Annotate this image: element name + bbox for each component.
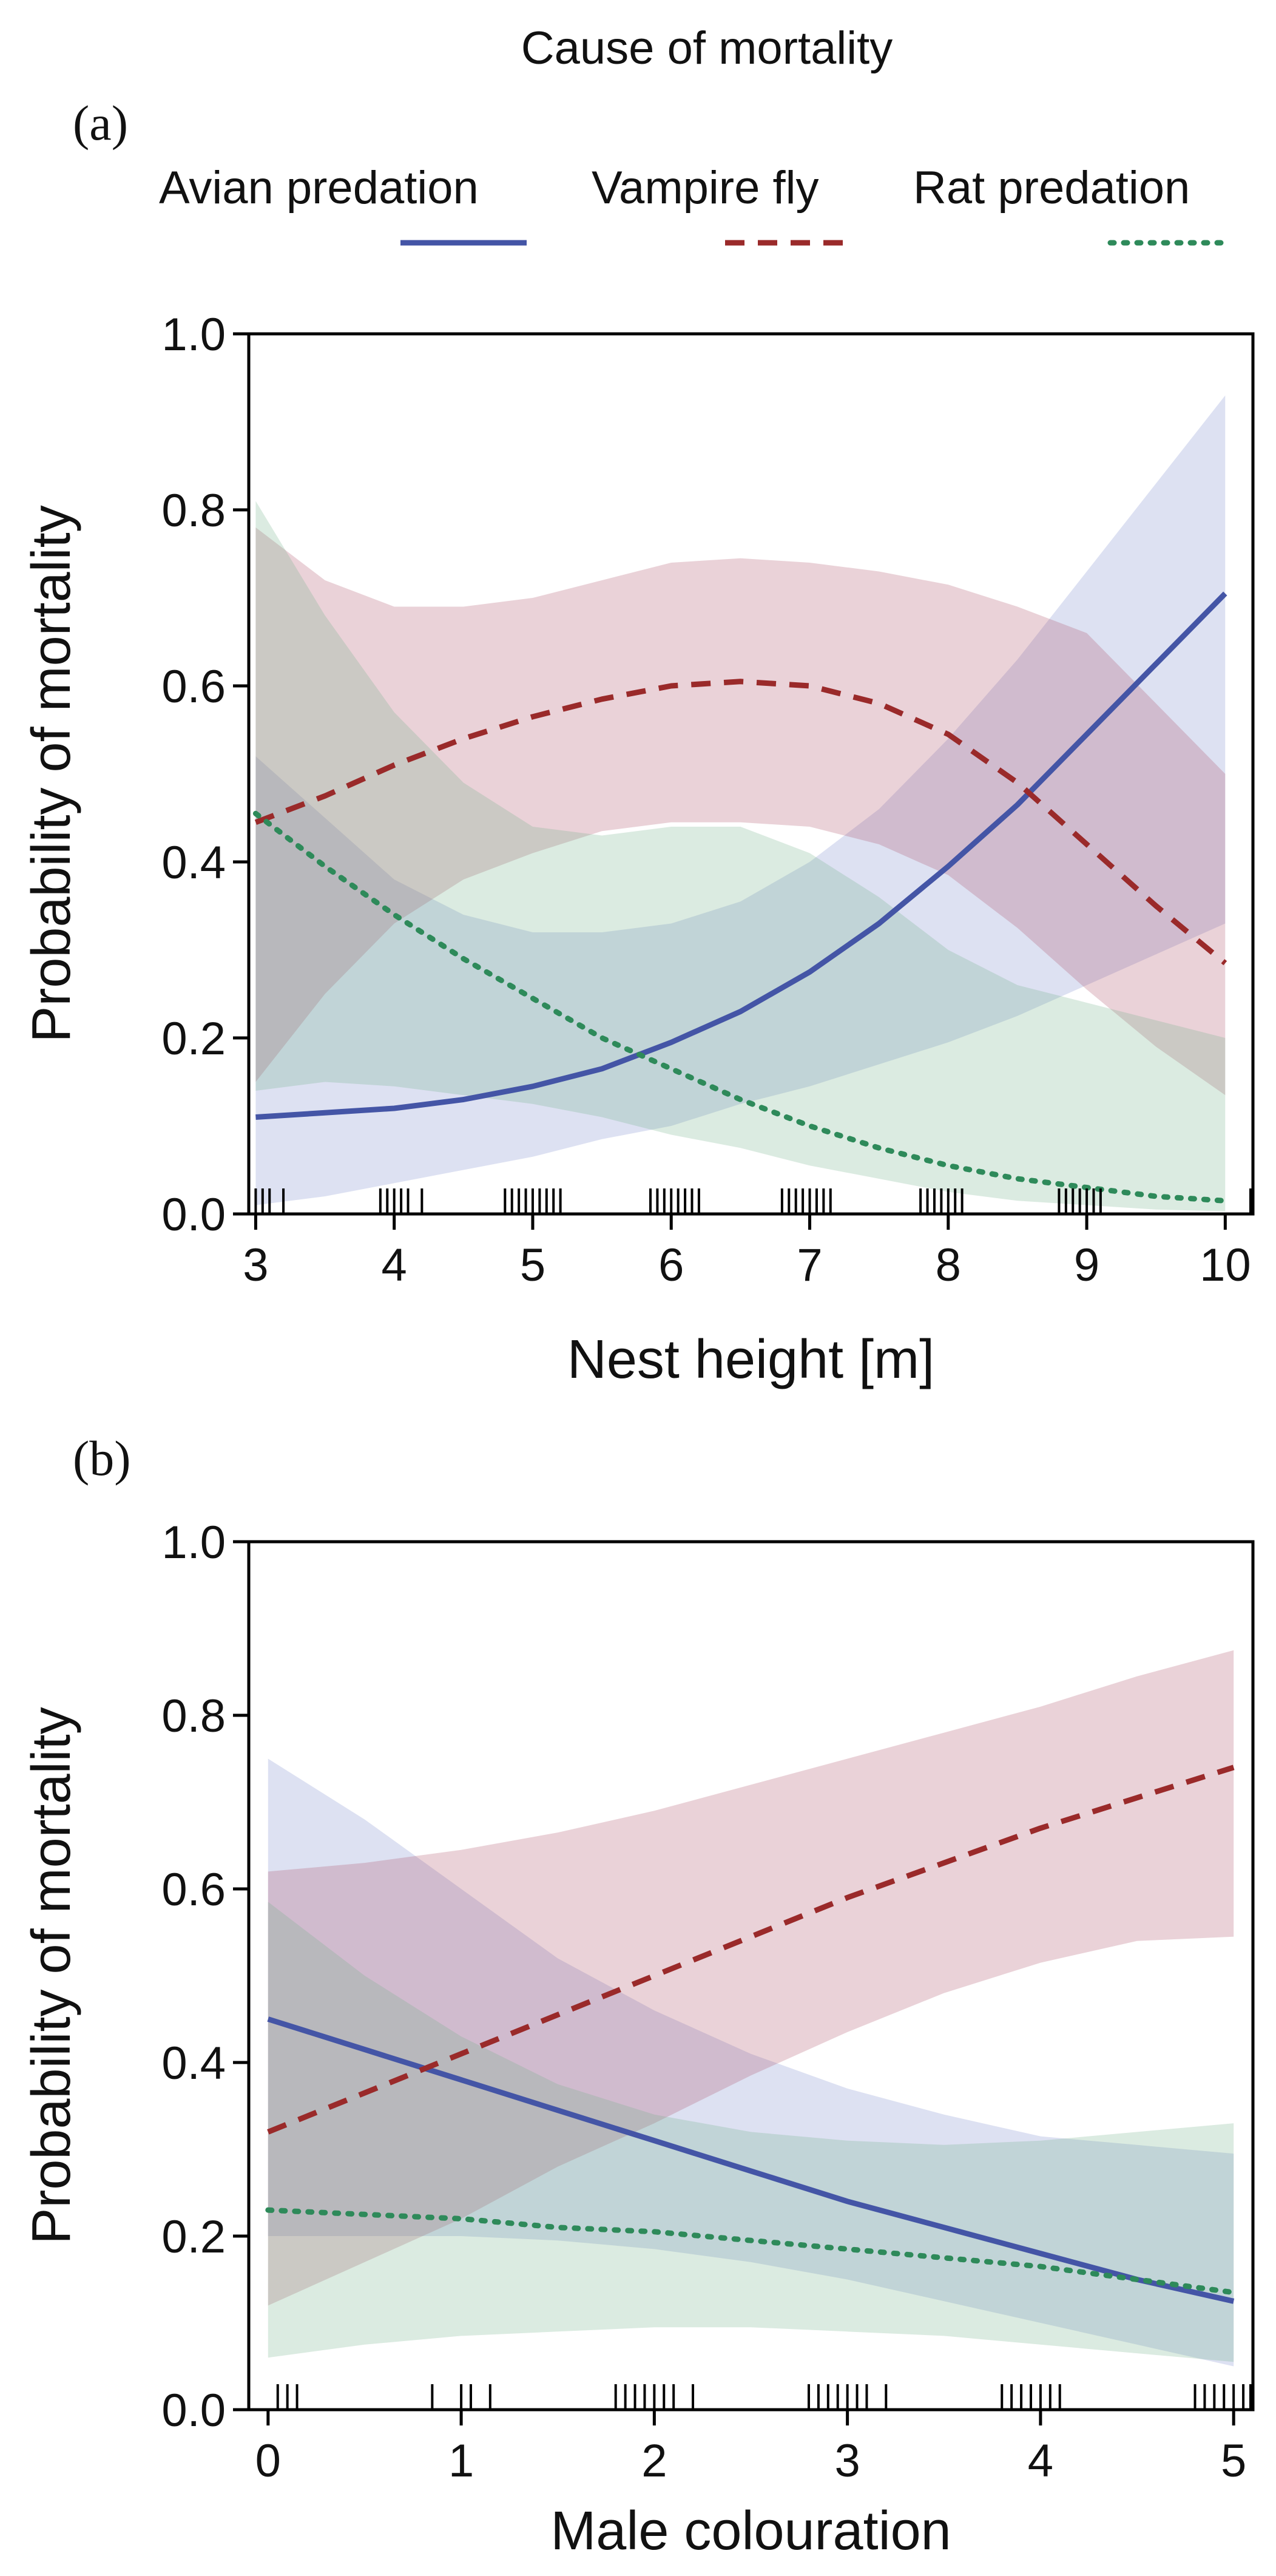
x-tick-label: 4 (1028, 2435, 1053, 2487)
y-tick-label: 0.8 (161, 485, 226, 537)
chart-panel-a: 0.0 0.2 0.4 0.6 0.8 1.0 3 4 5 6 7 8 9 10 Nest height … (21, 309, 1255, 1390)
chart-panel-b: 0.0 0.2 0.4 0.6 0.8 1.0 0 1 2 3 4 5 Male colouratio… (21, 1517, 1255, 2561)
x-tick-label: 6 (658, 1239, 684, 1291)
series-lines (265, 1764, 1237, 2304)
x-tick-label: 3 (834, 2435, 860, 2487)
x-tick-label: 8 (936, 1239, 961, 1291)
y-tick-label: 0.0 (161, 1189, 226, 1241)
x-tick-label: 4 (382, 1239, 407, 1291)
x-tick-label: 1 (448, 2435, 474, 2487)
y-axis-label: Probability of mortality (21, 505, 82, 1042)
y-tick-label: 0.8 (161, 1690, 226, 1742)
legend: Cause of mortality Avian predation Vampi… (159, 22, 1232, 246)
series-line-rat-predation (265, 2207, 1237, 2296)
ci-band-rat-predation (268, 1902, 1234, 2362)
x-tick-label: 2 (641, 2435, 667, 2487)
x-tick-label: 0 (255, 2435, 281, 2487)
y-tick-label: 0.4 (161, 837, 226, 889)
ci-bands (268, 1650, 1234, 2367)
ci-band-rat-predation (255, 501, 1226, 1212)
axes: 0.0 0.2 0.4 0.6 0.8 1.0 0 1 2 3 4 5 (161, 1517, 1246, 2487)
ci-band-avian-predation (255, 395, 1226, 1205)
x-tick-label: 5 (1221, 2435, 1246, 2487)
y-tick-label: 0.2 (161, 2211, 226, 2263)
series-line-rat-predation (252, 810, 1228, 1204)
y-tick-label: 0.4 (161, 2038, 226, 2089)
y-tick-label: 0.0 (161, 2385, 226, 2436)
ci-band-vampire-fly (268, 1650, 1234, 2306)
series-line-vampire-fly (254, 679, 1227, 966)
series-lines (252, 591, 1228, 1204)
x-axis-label: Nest height [m] (567, 1329, 934, 1390)
rug-marks (254, 1188, 1252, 1214)
y-tick-label: 1.0 (161, 1517, 226, 1568)
rug-marks (276, 2384, 1252, 2410)
axes: 0.0 0.2 0.4 0.6 0.8 1.0 3 4 5 6 7 8 9 10 (161, 309, 1251, 1291)
ci-band-vampire-fly (255, 527, 1226, 1096)
legend-title: Cause of mortality (521, 22, 893, 74)
plot-frame (247, 1540, 1255, 2412)
y-tick-label: 0.6 (161, 661, 226, 713)
series-line-vampire-fly (267, 1764, 1235, 2135)
x-axis-label: Male colouration (550, 2501, 951, 2561)
x-tick-label: 7 (797, 1239, 822, 1291)
legend-label-rat: Rat predation (913, 162, 1190, 214)
x-tick-label: 10 (1200, 1239, 1251, 1291)
ci-bands (255, 395, 1226, 1212)
x-tick-label: 9 (1074, 1239, 1099, 1291)
legend-label-avian: Avian predation (159, 162, 479, 214)
ci-band-avian-predation (268, 1758, 1234, 2367)
plot-frame (247, 332, 1255, 1216)
y-axis-label: Probability of mortality (21, 1707, 82, 2244)
y-tick-label: 0.2 (161, 1013, 226, 1065)
y-tick-label: 0.6 (161, 1864, 226, 1916)
legend-label-vampire: Vampire fly (592, 162, 819, 214)
panel-label-b: (b) (73, 1431, 131, 1486)
series-line-avian-predation (255, 591, 1227, 1120)
x-tick-label: 3 (243, 1239, 268, 1291)
x-tick-label: 5 (520, 1239, 545, 1291)
y-tick-label: 1.0 (161, 309, 226, 361)
panel-label-a: (a) (73, 95, 128, 151)
